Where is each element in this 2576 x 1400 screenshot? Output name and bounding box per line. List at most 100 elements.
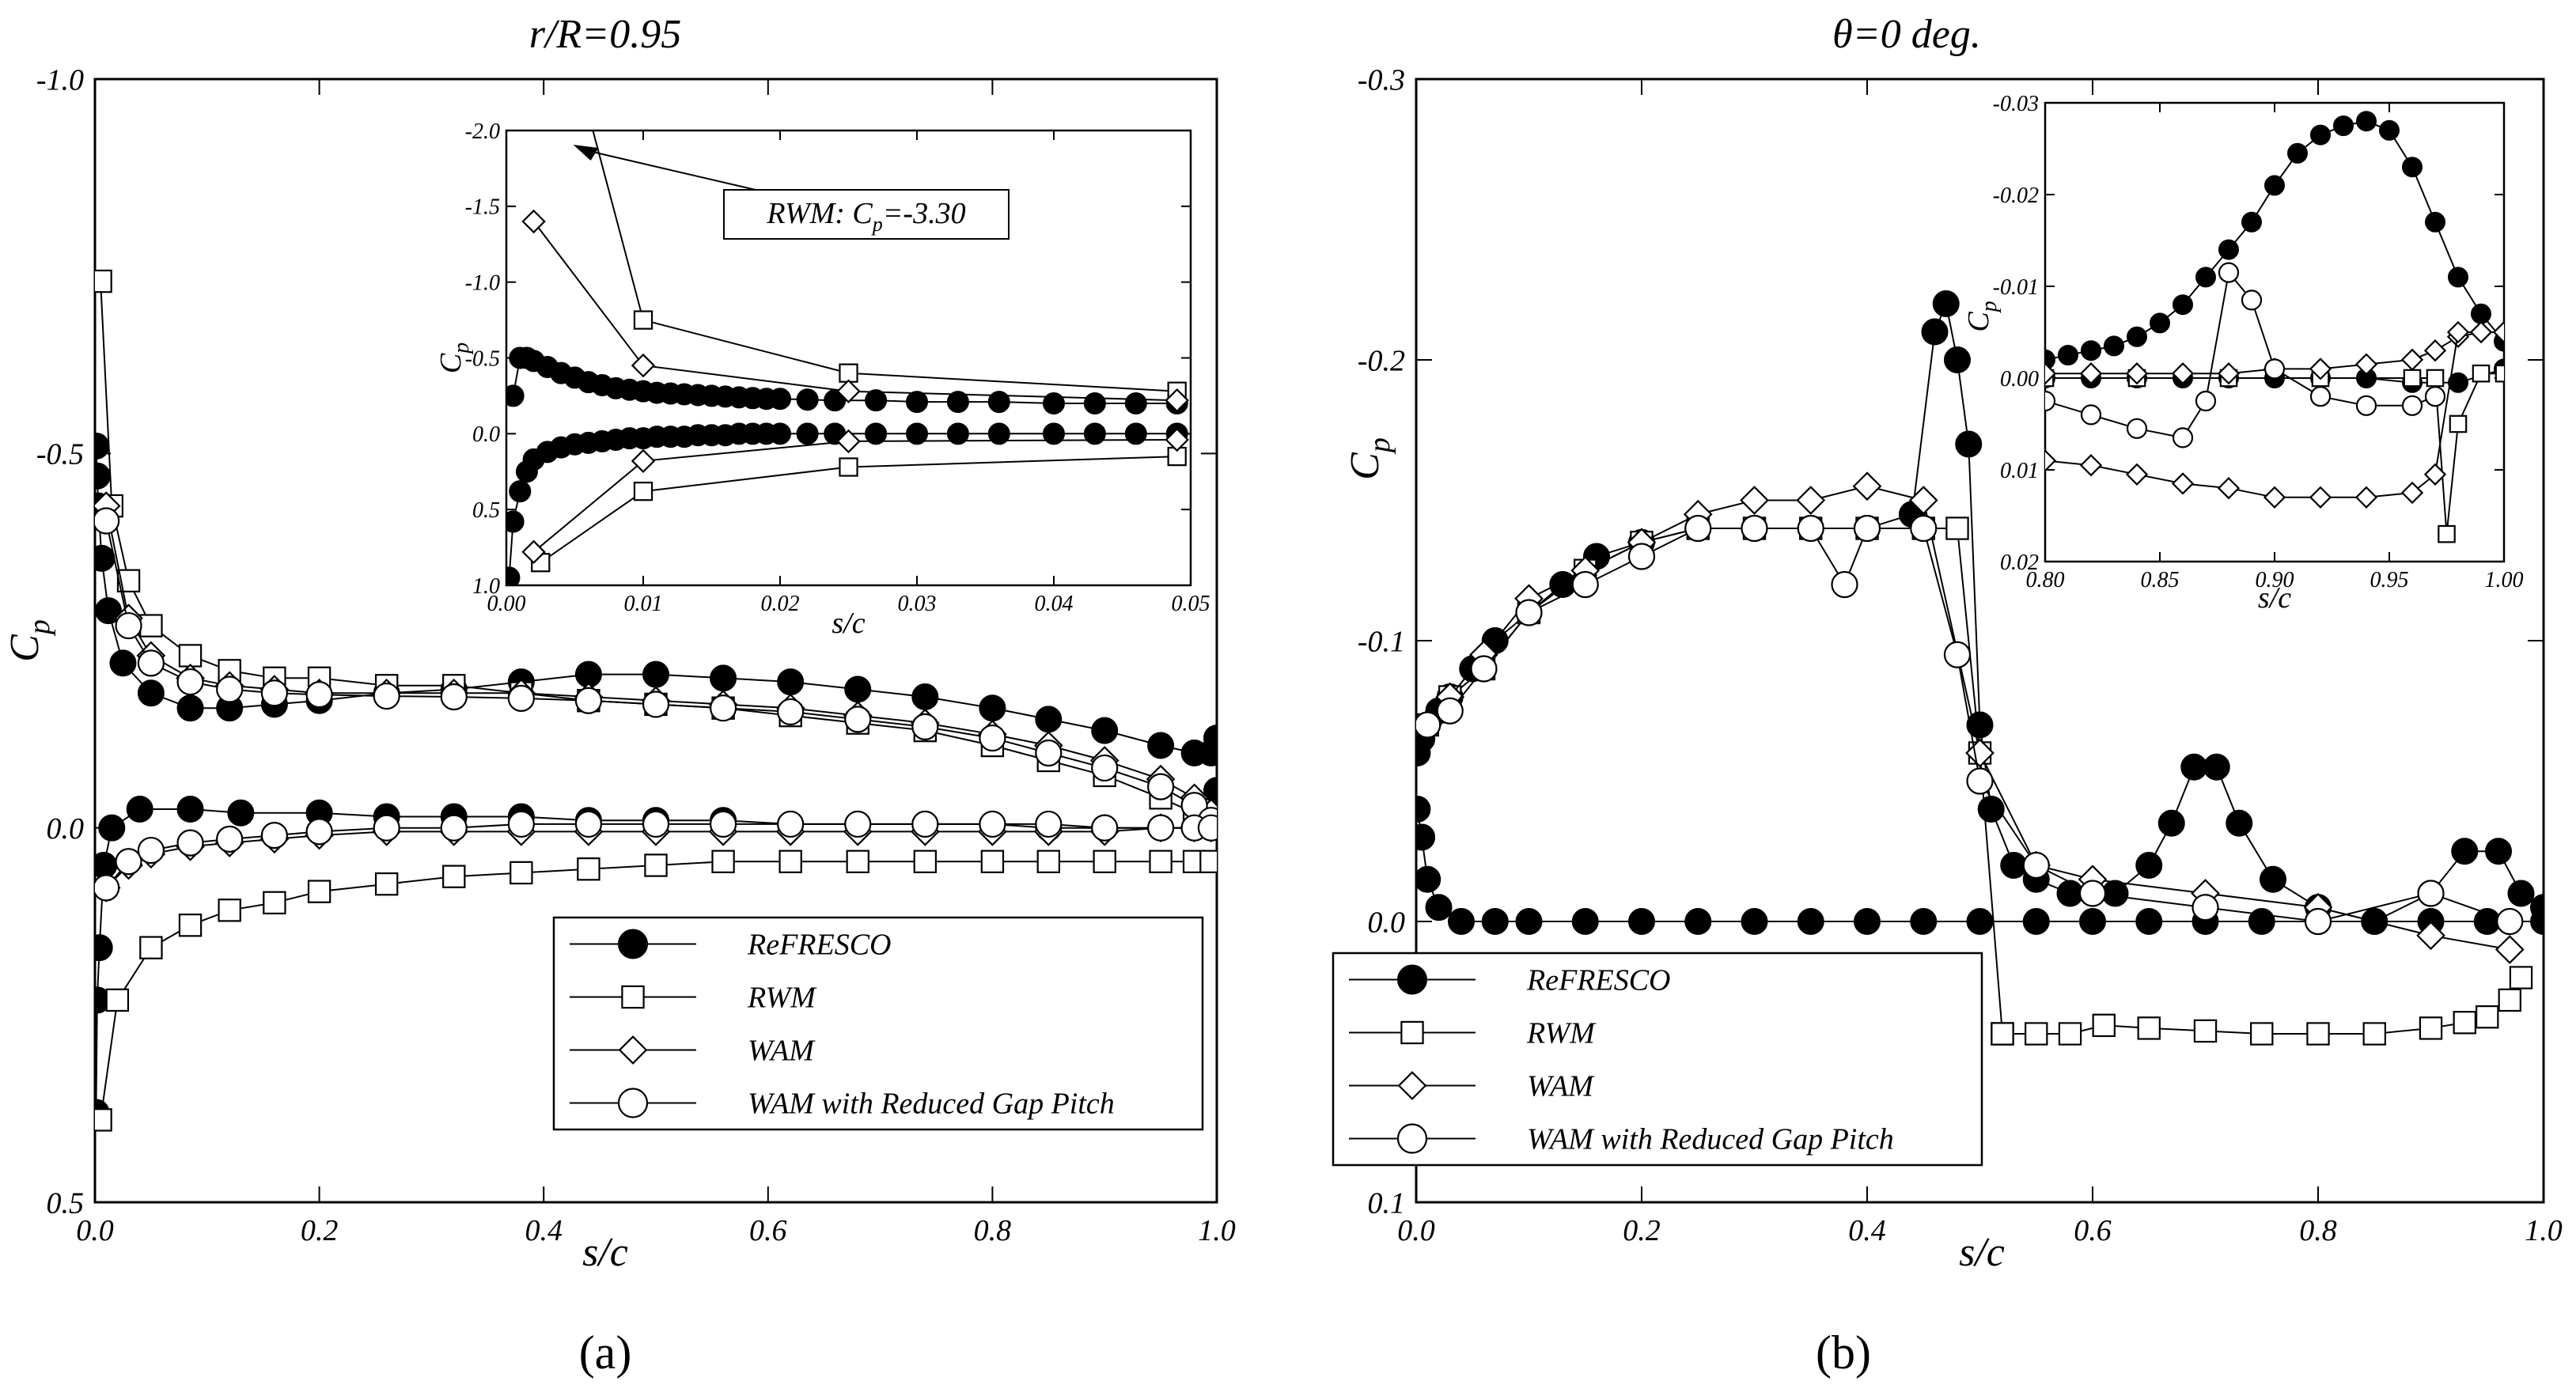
a-inset-point bbox=[506, 384, 525, 407]
a-inset-point bbox=[796, 422, 819, 445]
a-point bbox=[442, 865, 466, 888]
a-point bbox=[1035, 810, 1063, 838]
a-inset-xlabel: s/c bbox=[832, 607, 865, 640]
chart-b-legend: ReFRESCO RWM WAM WAM with Reduced Gap Pitch bbox=[1332, 952, 1983, 1167]
a-xtick-label: 0.4 bbox=[525, 1214, 563, 1247]
a-point bbox=[777, 810, 805, 838]
a-point bbox=[1203, 725, 1217, 752]
b-inset-point bbox=[2171, 472, 2195, 495]
b-legend-marker bbox=[1397, 1071, 1427, 1100]
b-point bbox=[1416, 796, 1431, 823]
a-point bbox=[778, 849, 802, 873]
b-inset-point bbox=[2472, 364, 2491, 383]
a-inset-ytick-label: -2.0 bbox=[465, 119, 500, 144]
b-point bbox=[2416, 921, 2445, 951]
b-point bbox=[1470, 655, 1498, 683]
a-point bbox=[1147, 732, 1175, 759]
a-point bbox=[178, 914, 203, 937]
b-point bbox=[1854, 908, 1881, 935]
a-point bbox=[115, 611, 142, 640]
b-inset-xtick-label: 0.85 bbox=[2141, 568, 2180, 592]
a-point bbox=[109, 649, 137, 677]
a-inset-point bbox=[1083, 422, 1106, 445]
a-legend-label: WAM bbox=[748, 1035, 816, 1068]
b-inset-point bbox=[2287, 142, 2308, 164]
a-point bbox=[1146, 814, 1175, 842]
a-point bbox=[979, 694, 1006, 722]
b-inset-point bbox=[2379, 119, 2400, 141]
a-inset-point bbox=[836, 429, 861, 454]
a-point bbox=[574, 810, 603, 838]
b-xtick-label: 0.6 bbox=[2074, 1214, 2112, 1247]
b-inset-point bbox=[2173, 294, 2193, 316]
a-inset-xtick-label: 0.05 bbox=[1172, 592, 1210, 616]
b-point bbox=[2476, 1005, 2499, 1029]
a-point bbox=[95, 597, 123, 625]
a-inset-point bbox=[865, 422, 888, 445]
a-legend-label: RWM bbox=[747, 982, 817, 1015]
a-point bbox=[95, 852, 118, 879]
a-point bbox=[307, 880, 331, 903]
a-point bbox=[577, 857, 600, 881]
b-inset-point bbox=[2045, 390, 2056, 412]
b-point bbox=[2453, 1011, 2476, 1035]
b-inset-point bbox=[2355, 395, 2377, 416]
b-point bbox=[2137, 1016, 2161, 1040]
a-legend-label: WAM with Reduced Gap Pitch bbox=[748, 1088, 1115, 1121]
chart-a-legend: ReFRESCO RWM WAM WAM with Reduced Gap Pitch bbox=[552, 916, 1204, 1131]
b-inset-point bbox=[2263, 486, 2286, 509]
b-point bbox=[1416, 823, 1436, 851]
b-point bbox=[1908, 486, 1938, 515]
a-point bbox=[373, 814, 400, 842]
a-point bbox=[709, 810, 737, 838]
b-point bbox=[1852, 471, 1882, 501]
a-inset-point bbox=[509, 480, 532, 503]
a-point bbox=[105, 988, 130, 1012]
subfigure-label-b: (b) bbox=[1816, 1326, 1871, 1379]
a-series-line bbox=[105, 505, 1212, 814]
a-inset-point bbox=[836, 379, 861, 403]
a-ytick-label: 0.5 bbox=[47, 1186, 85, 1220]
b-inset-point bbox=[2079, 454, 2103, 477]
b-ytick-label: 0.0 bbox=[1368, 906, 1406, 939]
a-xtick-label: 0.6 bbox=[749, 1214, 787, 1247]
b-point bbox=[1831, 570, 1858, 599]
a-legend-marker bbox=[618, 1035, 648, 1065]
a-point bbox=[1199, 849, 1217, 873]
b-ytick-label: 0.1 bbox=[1368, 1186, 1406, 1220]
b-inset-point bbox=[2423, 339, 2447, 362]
b-point bbox=[1991, 1022, 2014, 1046]
b-point bbox=[1416, 865, 1441, 893]
b-point bbox=[1910, 514, 1938, 543]
b-ytick-label: -0.2 bbox=[1358, 344, 1405, 377]
b-point bbox=[2157, 809, 2185, 837]
b-point bbox=[2451, 838, 2479, 865]
b-point bbox=[2180, 753, 2208, 781]
b-inset-point bbox=[2446, 320, 2470, 344]
b-inset-point bbox=[2264, 175, 2285, 196]
b-inset-ytick-label: 0.00 bbox=[2000, 367, 2039, 392]
a-series-line bbox=[100, 861, 1211, 1121]
b-inset-xtick-label: 1.00 bbox=[2485, 568, 2524, 592]
a-point bbox=[260, 679, 288, 707]
a-point bbox=[139, 936, 163, 959]
b-point bbox=[2419, 1016, 2443, 1040]
a-point bbox=[178, 644, 203, 668]
b-legend-marker bbox=[1396, 1123, 1428, 1154]
a-point bbox=[1146, 773, 1175, 800]
b-inset-ytick-label: 0.02 bbox=[2000, 551, 2039, 575]
b-point bbox=[2056, 880, 2084, 907]
a-point bbox=[510, 861, 533, 885]
a-inset-annotation-text: RWM: Cp=-3.30 bbox=[766, 197, 965, 236]
b-inset-point bbox=[2081, 340, 2101, 361]
a-point bbox=[176, 796, 204, 823]
chart-b-ylabel: Cp bbox=[1343, 437, 1396, 480]
a-point bbox=[176, 668, 204, 696]
b-xtick-label: 1.0 bbox=[2525, 1214, 2563, 1247]
a-point bbox=[176, 829, 204, 857]
b-inset-point bbox=[2218, 239, 2239, 260]
b-legend-label: RWM bbox=[1526, 1017, 1597, 1050]
b-legend-frame bbox=[1332, 952, 1983, 1167]
b-inset-point bbox=[2126, 418, 2148, 439]
